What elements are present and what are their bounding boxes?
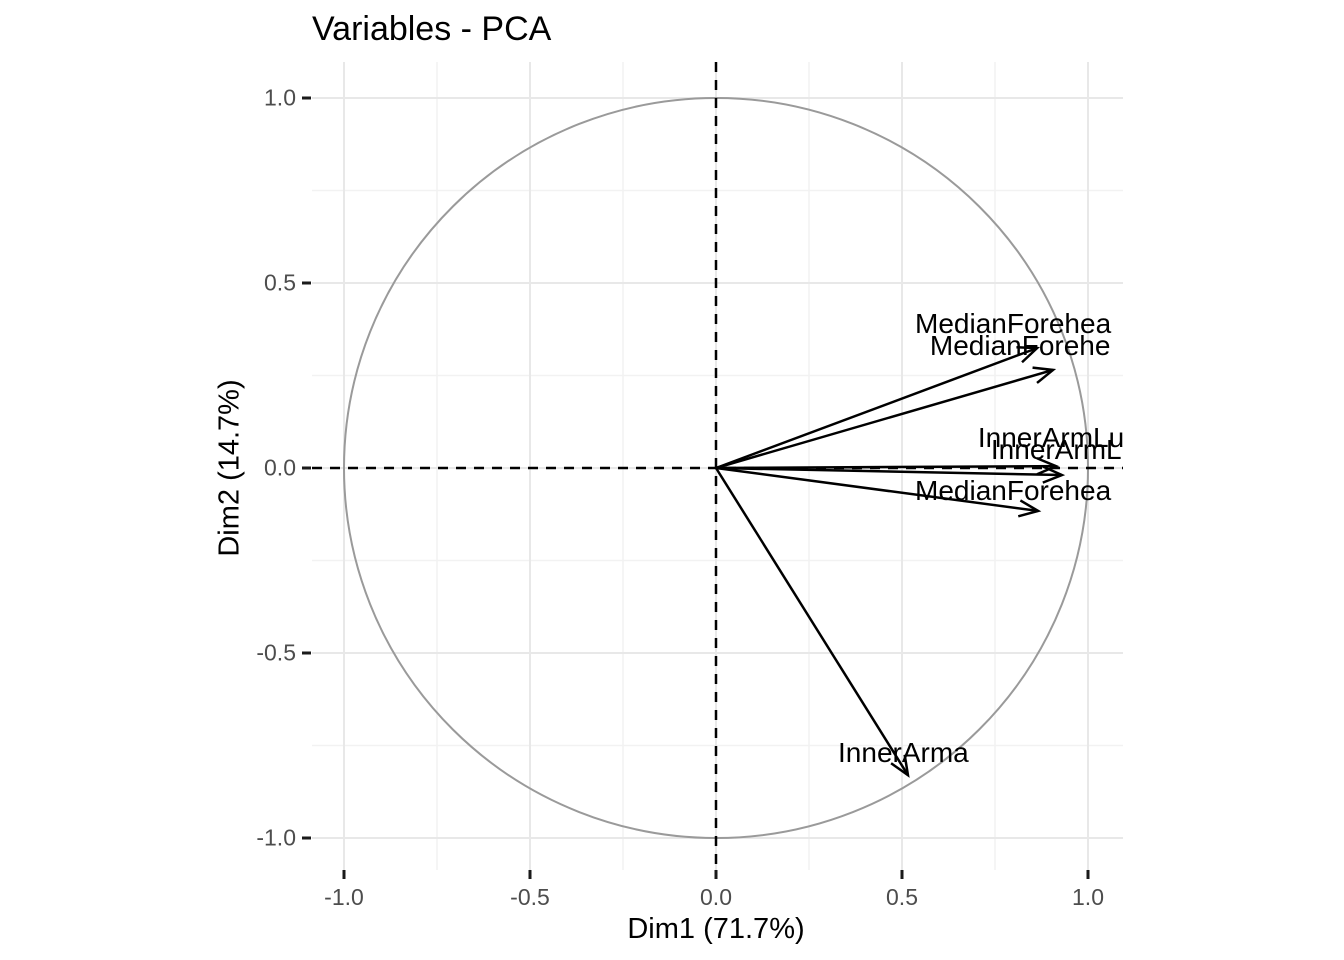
variable-label: InnerArmL xyxy=(991,434,1122,465)
y-tick-label: 0.5 xyxy=(264,269,296,296)
y-tick-label: 1.0 xyxy=(264,84,296,111)
variable-arrow xyxy=(715,366,1057,470)
y-tick-label: -1.0 xyxy=(256,824,296,851)
y-tick-label: 0.0 xyxy=(264,454,296,481)
y-axis-tick xyxy=(302,651,311,655)
correlation-circle-chart: MedianForeheaMedianForeheInnerArmLuInner… xyxy=(312,62,1123,870)
variable-arrow xyxy=(715,465,1066,484)
x-tick-label: -1.0 xyxy=(324,884,364,910)
variable-label: MedianForehe xyxy=(930,330,1111,361)
x-axis-tick xyxy=(714,870,718,879)
x-axis-tick xyxy=(900,870,904,879)
variable-label: MedianForehea xyxy=(915,475,1112,506)
x-tick-label: -0.5 xyxy=(510,884,550,910)
variable-arrow xyxy=(715,457,1060,476)
variable-label: InnerArmLu xyxy=(978,422,1123,453)
y-axis-tick xyxy=(302,836,311,840)
x-tick-label: 0.5 xyxy=(886,884,918,910)
plot-title: Variables - PCA xyxy=(312,10,552,48)
x-axis-tick xyxy=(342,870,346,879)
variable-arrow xyxy=(714,467,910,778)
y-tick-label: -0.5 xyxy=(256,639,296,666)
y-axis-tick xyxy=(302,96,311,100)
x-tick-label: 0.0 xyxy=(700,884,732,910)
x-tick-label: 1.0 xyxy=(1072,884,1104,910)
variable-label: InnerArma xyxy=(838,737,969,768)
variable-arrow xyxy=(715,466,1042,518)
variable-arrow xyxy=(715,346,1041,470)
plot-panel: MedianForehea MedianForehe InnerArmLu Inner… xyxy=(312,62,1123,870)
y-axis-tick xyxy=(302,466,311,470)
x-axis-title: Dim1 (71.7%) xyxy=(627,913,805,945)
x-axis-tick xyxy=(528,870,532,879)
y-axis-title: Dim2 (14.7%) xyxy=(213,379,246,557)
variable-label: MedianForehea xyxy=(915,308,1112,339)
y-axis-tick xyxy=(302,281,311,285)
x-axis-tick xyxy=(1086,870,1090,879)
